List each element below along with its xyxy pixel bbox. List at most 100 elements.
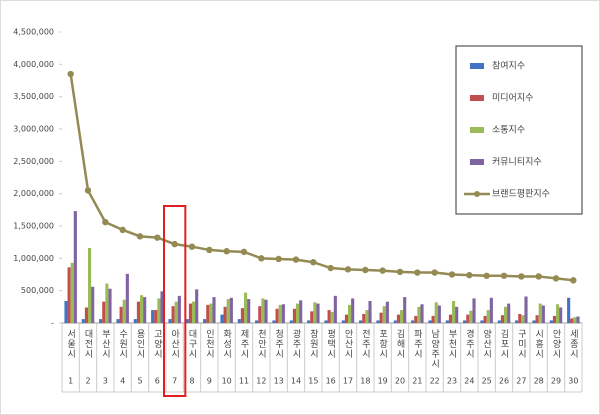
bar	[116, 319, 120, 323]
y-tick-label: 1,500,000	[13, 222, 54, 231]
x-tick-label: 세종시	[568, 329, 578, 359]
bar	[174, 301, 178, 323]
line-marker	[67, 70, 74, 78]
rank-label: 7	[172, 377, 177, 386]
bar	[192, 301, 196, 323]
line-marker	[518, 273, 525, 280]
legend-label: 브랜드평판지수	[492, 189, 550, 200]
bar	[84, 307, 88, 323]
y-tick-label: 500,000	[21, 286, 54, 295]
legend-swatch	[470, 127, 484, 133]
line-marker	[206, 246, 213, 254]
x-tick-label: 포항시	[377, 329, 387, 359]
line-marker	[344, 266, 352, 273]
bar	[351, 298, 355, 323]
y-tick-label: 2,000,000	[13, 189, 54, 198]
bar	[206, 304, 210, 323]
x-tick-label: 용인시	[135, 329, 145, 359]
bar	[237, 319, 241, 323]
bar	[500, 315, 504, 323]
bar	[521, 315, 525, 323]
bar	[403, 297, 407, 323]
bar	[341, 320, 345, 323]
rank-label: 23	[447, 377, 457, 386]
x-tick-label: 전주시	[360, 329, 370, 359]
x-tick-label: 구미시	[516, 329, 526, 359]
bar	[67, 267, 71, 323]
rank-label: 4	[120, 377, 125, 386]
bar	[91, 286, 95, 323]
x-tick-label: 광주시	[291, 328, 301, 359]
bar	[515, 320, 519, 323]
bar	[463, 320, 467, 323]
x-tick-label: 청주시	[273, 329, 283, 359]
bar	[240, 308, 244, 323]
rank-label: 8	[189, 377, 194, 386]
line-marker	[500, 272, 508, 279]
rank-label: 28	[534, 377, 544, 386]
x-tick-label: 시흥시	[533, 329, 543, 359]
bar	[171, 306, 175, 323]
bar	[125, 273, 129, 323]
bar	[559, 307, 563, 323]
bar	[385, 301, 389, 323]
rank-label: 18	[360, 377, 370, 386]
x-tick-label: 안양시	[551, 329, 561, 359]
x-tick-label: 수원시	[117, 329, 127, 359]
line-marker	[414, 269, 421, 276]
bar	[437, 305, 441, 323]
line-marker	[240, 248, 248, 256]
bar	[400, 310, 404, 323]
rank-label: 10	[222, 377, 232, 386]
bar	[81, 319, 85, 323]
legend-swatch	[474, 191, 480, 197]
bar	[567, 297, 571, 323]
bar	[379, 312, 383, 323]
line-marker	[431, 269, 438, 276]
bar	[108, 288, 112, 323]
bar	[359, 320, 363, 323]
bar	[220, 314, 224, 323]
legend-label: 미디어지수	[492, 93, 533, 104]
x-tick-label: 안산시	[343, 329, 353, 359]
bar	[552, 315, 556, 323]
bar	[278, 304, 282, 323]
bar	[486, 310, 490, 323]
x-tick-label: 양산시	[481, 329, 491, 359]
bar	[507, 303, 511, 323]
y-tick-label: 2,500,000	[13, 157, 54, 166]
x-tick-label: 파주시	[412, 329, 422, 359]
rank-label: 3	[103, 377, 108, 386]
line-marker	[171, 240, 178, 248]
rank-label: 20	[395, 377, 405, 386]
bar	[420, 304, 424, 323]
line-marker	[552, 275, 560, 282]
rank-label: 30	[568, 377, 578, 386]
x-tick-label: 고양시	[152, 329, 162, 359]
bar	[105, 283, 109, 323]
bar	[483, 315, 487, 323]
line-marker	[535, 273, 542, 280]
legend-swatch	[470, 95, 484, 101]
bar	[212, 297, 216, 323]
bar	[272, 320, 276, 323]
bar	[448, 314, 452, 323]
bar	[393, 320, 397, 323]
x-tick-label: 서울시	[65, 329, 75, 359]
bar	[541, 305, 545, 323]
bar	[518, 313, 522, 323]
bar	[64, 301, 68, 323]
bar	[344, 314, 348, 323]
bar	[133, 319, 137, 323]
line-marker	[362, 266, 369, 274]
bar	[119, 306, 123, 323]
line-marker	[379, 267, 386, 274]
rank-label: 6	[155, 377, 160, 386]
y-tick-label: 4,000,000	[13, 60, 54, 69]
rank-label: 22	[430, 377, 440, 386]
bar	[431, 315, 435, 323]
bar	[99, 319, 103, 323]
bar	[143, 297, 147, 323]
bar	[497, 320, 501, 323]
